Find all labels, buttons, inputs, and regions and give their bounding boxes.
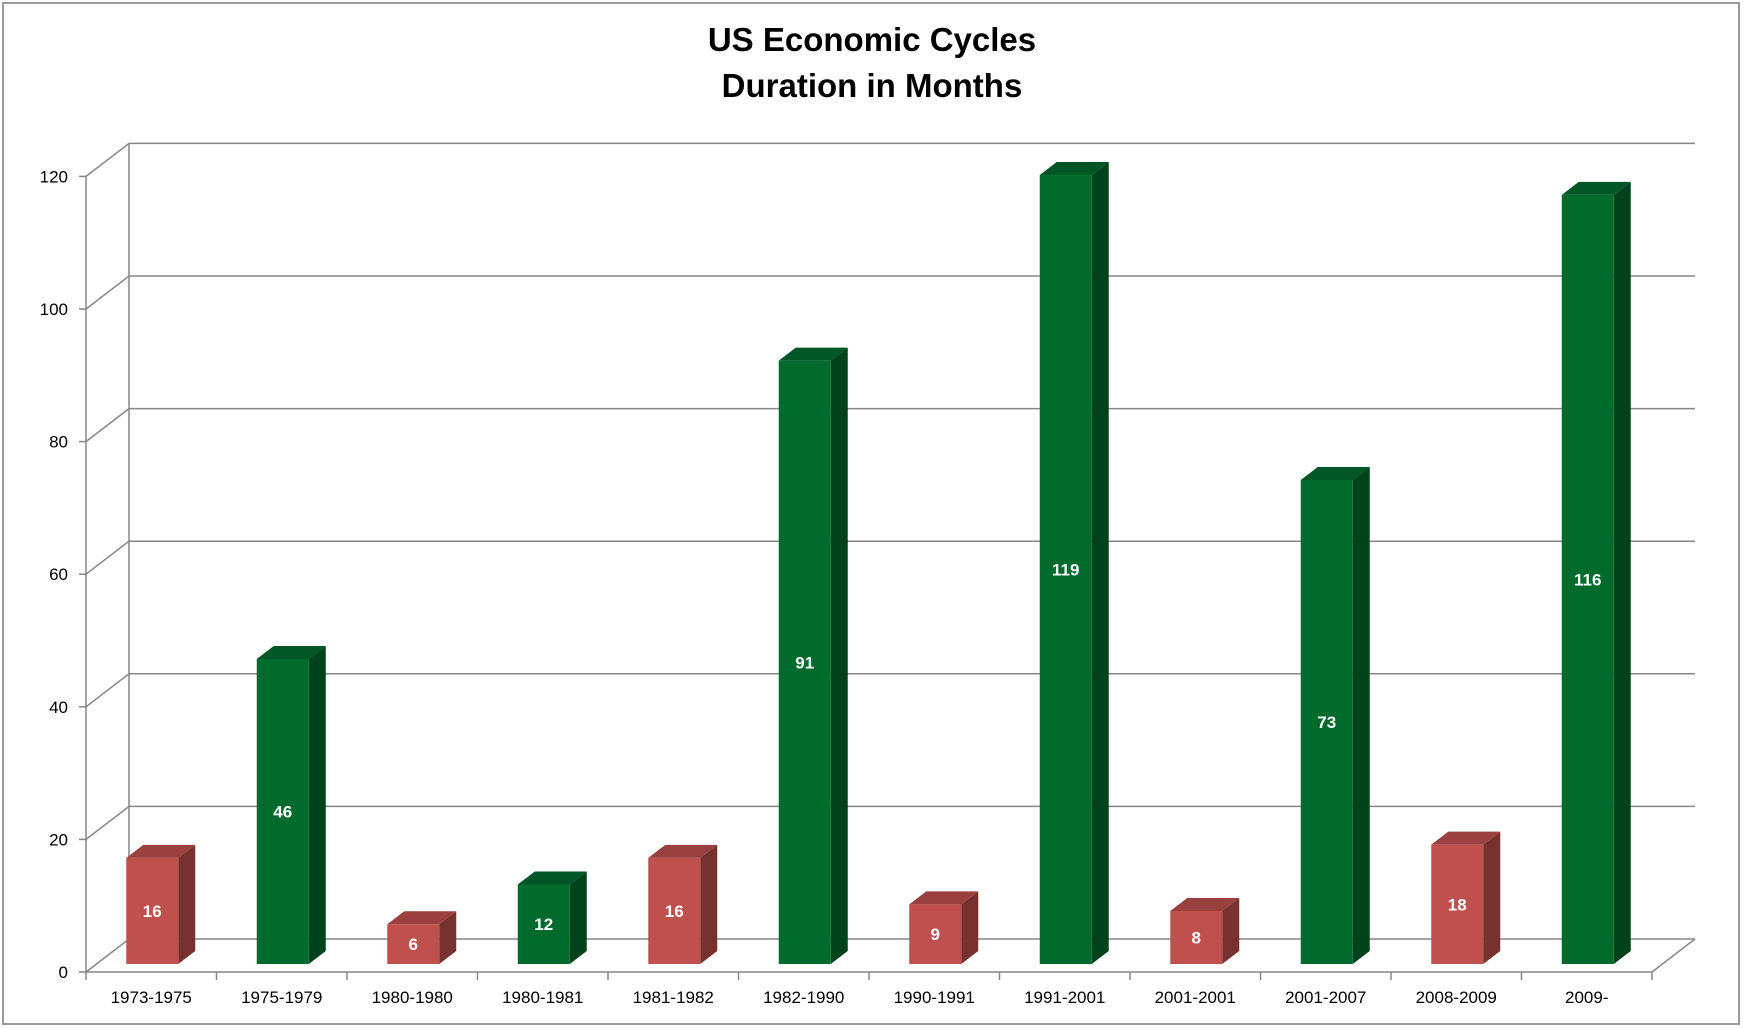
- data-labels: 16 46 6 12 16 91 9 119 8 73 18 116: [143, 561, 1602, 955]
- y-tick-label: 0: [59, 963, 68, 982]
- y-axis-ticks: 0 20 40 60 80 100 120: [40, 167, 86, 982]
- bar-top: [1431, 831, 1501, 845]
- floor-right-edge: [1651, 938, 1696, 973]
- bar-top: [1170, 897, 1240, 911]
- y-tick-label: 40: [49, 698, 68, 717]
- chart-subtitle: Duration in Months: [721, 67, 1023, 104]
- data-label: 46: [273, 803, 292, 822]
- bar-side: [178, 844, 196, 964]
- data-label: 16: [665, 902, 684, 921]
- y-tick-label: 20: [49, 830, 68, 849]
- y-tick-label: 100: [40, 300, 68, 319]
- x-tick-label: 1990-1991: [894, 988, 975, 1007]
- gridline: [85, 673, 1695, 708]
- bar: [387, 924, 440, 964]
- bar: [1300, 480, 1353, 964]
- y-tick-label: 80: [49, 433, 68, 452]
- bar: [1431, 844, 1484, 964]
- bar-side: [1091, 162, 1109, 964]
- bar-top: [1300, 467, 1370, 481]
- bar: [126, 857, 179, 964]
- bar-top: [648, 844, 718, 858]
- gridline: [85, 407, 1695, 443]
- gridline: [85, 805, 1695, 840]
- x-tick-label: 1980-1981: [502, 988, 583, 1007]
- y-tick-label: 60: [49, 565, 68, 584]
- bar-side: [830, 347, 848, 964]
- bar: [517, 884, 570, 964]
- x-tick-label: 2008-2009: [1416, 988, 1497, 1007]
- data-label: 6: [409, 935, 418, 954]
- data-label: 18: [1448, 895, 1467, 914]
- x-tick-label: 2001-2007: [1285, 988, 1366, 1007]
- data-label: 116: [1574, 570, 1601, 589]
- bar: [909, 904, 962, 964]
- bar: [1170, 910, 1223, 964]
- bar-top: [517, 871, 587, 885]
- bar-side: [1483, 831, 1501, 964]
- bar-side: [1222, 897, 1240, 964]
- data-label: 91: [795, 653, 814, 672]
- data-label: 73: [1317, 713, 1336, 732]
- x-tick-label: 1982-1990: [763, 988, 844, 1007]
- data-label: 9: [931, 925, 940, 944]
- bar-side: [439, 911, 457, 964]
- data-label: 119: [1052, 561, 1079, 580]
- gridline: [85, 142, 1695, 177]
- chart-title: US Economic Cycles: [707, 21, 1037, 58]
- data-label: 8: [1192, 928, 1201, 947]
- bar: [778, 360, 831, 964]
- bar: [1561, 194, 1614, 965]
- x-tick-label: 2001-2001: [1155, 988, 1236, 1007]
- bar-top: [1039, 162, 1109, 176]
- bar-top: [256, 646, 326, 660]
- bar: [256, 659, 309, 964]
- bar-side: [961, 891, 979, 964]
- data-label: 16: [143, 902, 162, 921]
- bar-side: [1352, 467, 1370, 964]
- gridline: [85, 275, 1695, 310]
- bar-top: [909, 891, 979, 905]
- x-tick-label: 1973-1975: [111, 988, 192, 1007]
- bar-top: [387, 911, 457, 925]
- bars: [126, 162, 1631, 965]
- bar-side: [308, 646, 326, 964]
- bar-side: [1613, 181, 1631, 965]
- x-tick-label: 1981-1982: [633, 988, 714, 1007]
- x-axis-ticks: 1973-1975 1975-1979 1980-1980 1980-1981 1981…: [85, 972, 1653, 1007]
- bar-side: [700, 844, 718, 964]
- y-tick-label: 120: [40, 167, 68, 186]
- x-tick-label: 1991-2001: [1024, 988, 1105, 1007]
- x-tick-label: 2009-: [1565, 988, 1608, 1007]
- bar-top: [1561, 181, 1631, 195]
- bar-side: [569, 871, 587, 964]
- x-tick-label: 1980-1980: [372, 988, 453, 1007]
- bar: [648, 857, 701, 964]
- x-tick-label: 1975-1979: [241, 988, 322, 1007]
- data-label: 12: [534, 915, 553, 934]
- gridline: [85, 540, 1695, 575]
- bar-top: [778, 347, 848, 361]
- bar: [1039, 175, 1092, 964]
- bar-top: [126, 844, 196, 858]
